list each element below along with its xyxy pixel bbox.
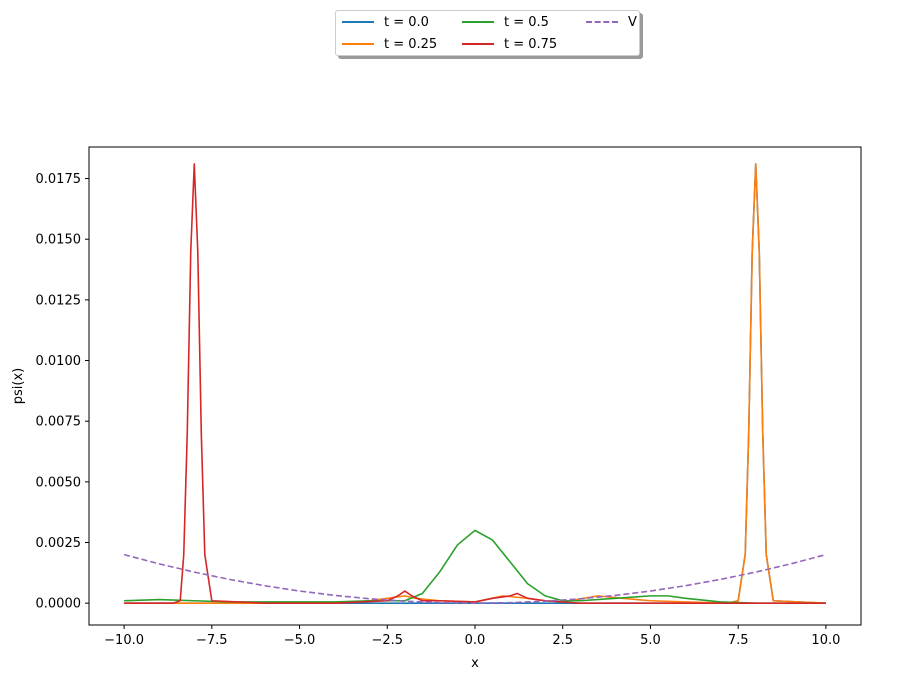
legend-label: t = 0.0: [384, 14, 429, 30]
legend-label: t = 0.5: [504, 14, 549, 30]
legend-label: t = 0.25: [384, 36, 438, 52]
legend-item: t = 0.75: [462, 35, 557, 53]
x-tick-label: 2.5: [552, 633, 573, 648]
x-tick-label: −2.5: [371, 633, 403, 648]
x-tick-label: 10.0: [811, 633, 840, 648]
y-tick-label: 0.0000: [36, 597, 82, 612]
legend-item: t = 0.25: [342, 35, 437, 53]
series-line-1: [124, 163, 826, 604]
legend-swatch: [342, 21, 374, 23]
legend-item: V: [586, 13, 637, 31]
legend-label: t = 0.75: [504, 36, 558, 52]
y-axis-label: psi(x): [11, 368, 26, 404]
legend-label: V: [628, 14, 637, 30]
y-tick-label: 0.0175: [36, 172, 82, 187]
x-axis-label: x: [471, 656, 479, 671]
y-tick-label: 0.0125: [36, 293, 82, 308]
series-line-4: [123, 553, 827, 604]
x-tick-label: −7.5: [196, 633, 228, 648]
x-tick-label: −10.0: [104, 633, 144, 648]
x-tick-label: −5.0: [284, 633, 316, 648]
series-layer: [123, 163, 827, 604]
legend-swatch: [586, 21, 618, 23]
legend-swatch: [462, 43, 494, 45]
series-line-3: [124, 163, 826, 604]
x-axis: −10.0 −7.5 −5.0 −2.5 0.0 2.5 5.0 7.5 10.0: [104, 625, 840, 648]
legend-swatch: [342, 43, 374, 45]
y-tick-label: 0.0100: [36, 354, 82, 369]
y-tick-label: 0.0025: [36, 536, 82, 551]
series-line-0: [124, 163, 826, 604]
y-tick-label: 0.0050: [36, 475, 82, 490]
y-axis: 0.0000 0.0025 0.0050 0.0075 0.0100 0.0125 0.01…: [36, 172, 89, 612]
x-tick-label: 7.5: [728, 633, 749, 648]
legend-swatch: [462, 21, 494, 23]
y-tick-label: 0.0075: [36, 415, 82, 430]
y-tick-label: 0.0150: [36, 233, 82, 248]
x-tick-label: 5.0: [640, 633, 661, 648]
legend-item: t = 0.5: [462, 13, 549, 31]
legend-item: t = 0.0: [342, 13, 429, 31]
x-tick-label: 0.0: [465, 633, 486, 648]
legend: t = 0.0 t = 0.25 t = 0.5 t = 0.75 V: [335, 10, 640, 56]
series-line-2: [124, 529, 826, 604]
